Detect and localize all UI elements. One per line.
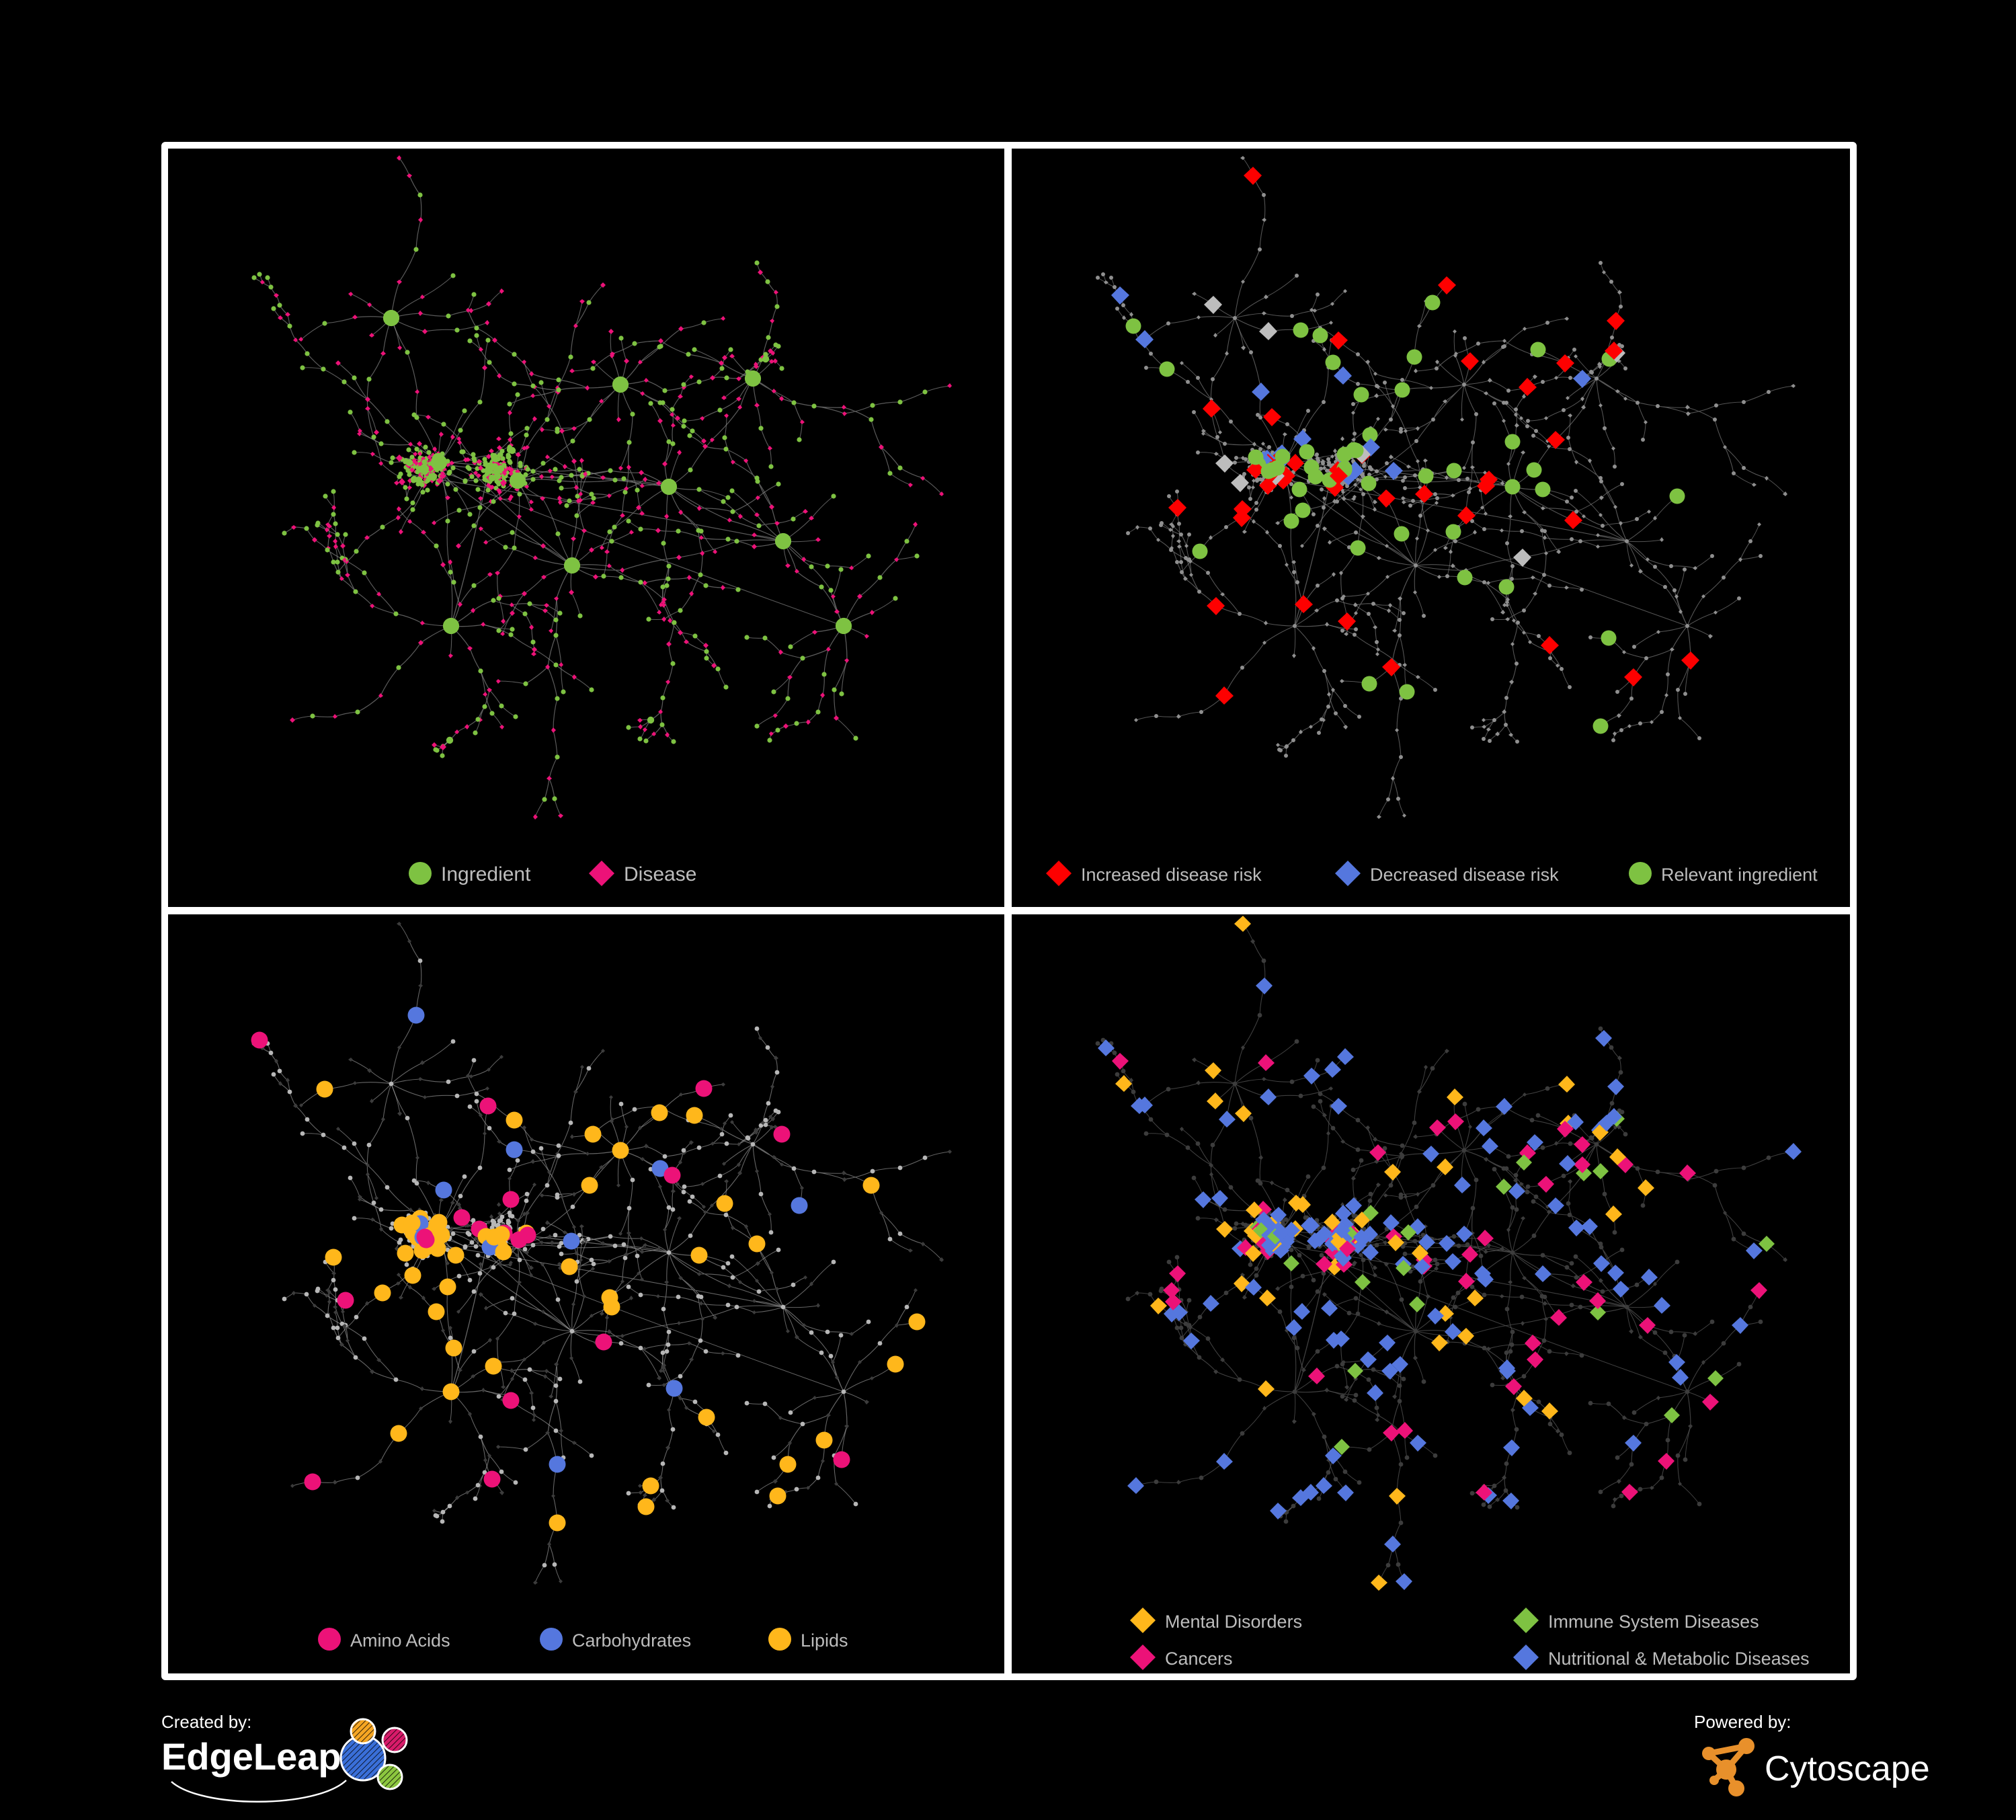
svg-text:Created by:: Created by: — [161, 1712, 251, 1732]
svg-text:Cytoscape: Cytoscape — [1765, 1749, 1930, 1788]
svg-text:EdgeLeap: EdgeLeap — [161, 1735, 341, 1778]
svg-text:Powered by:: Powered by: — [1694, 1712, 1791, 1732]
